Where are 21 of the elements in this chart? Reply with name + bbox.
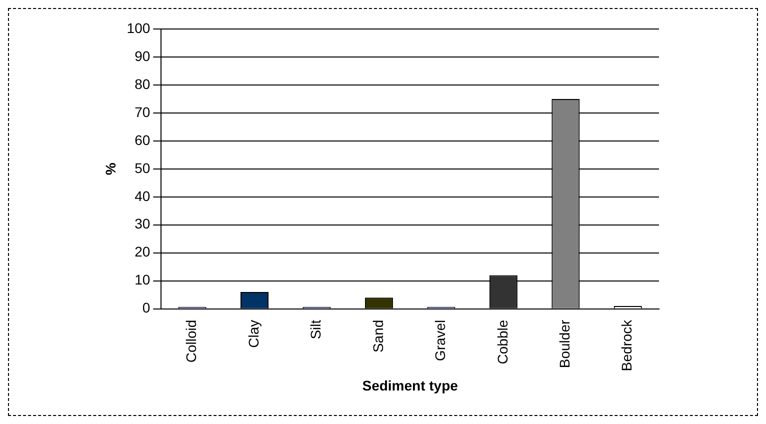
x-tick-label: Colloid (183, 320, 200, 363)
x-axis-title: Sediment type (362, 377, 458, 394)
y-tick-label: 50 (134, 160, 150, 176)
y-tick-label: 80 (134, 76, 150, 92)
y-tick-label: 10 (134, 272, 150, 288)
y-tick-label: 40 (134, 188, 150, 204)
y-tick-label: 60 (134, 132, 150, 148)
x-tick-label: Gravel (432, 320, 448, 362)
x-tick-label: Cobble (494, 320, 510, 364)
y-tick-label: 30 (134, 216, 150, 232)
y-tick-label: 0 (142, 300, 150, 316)
y-tick-label: 90 (134, 48, 150, 64)
y-tick-label: 70 (134, 104, 150, 120)
y-tick-label: 100 (126, 20, 150, 36)
x-tick-label: Bedrock (618, 318, 635, 372)
x-tick-label: Clay (245, 320, 262, 348)
x-tick-label: Sand (370, 320, 386, 353)
y-axis-title: % (102, 162, 118, 176)
x-tick-label: Boulder (556, 320, 573, 368)
x-tick-label: Silt (308, 320, 324, 340)
y-tick-label: 20 (134, 244, 150, 260)
